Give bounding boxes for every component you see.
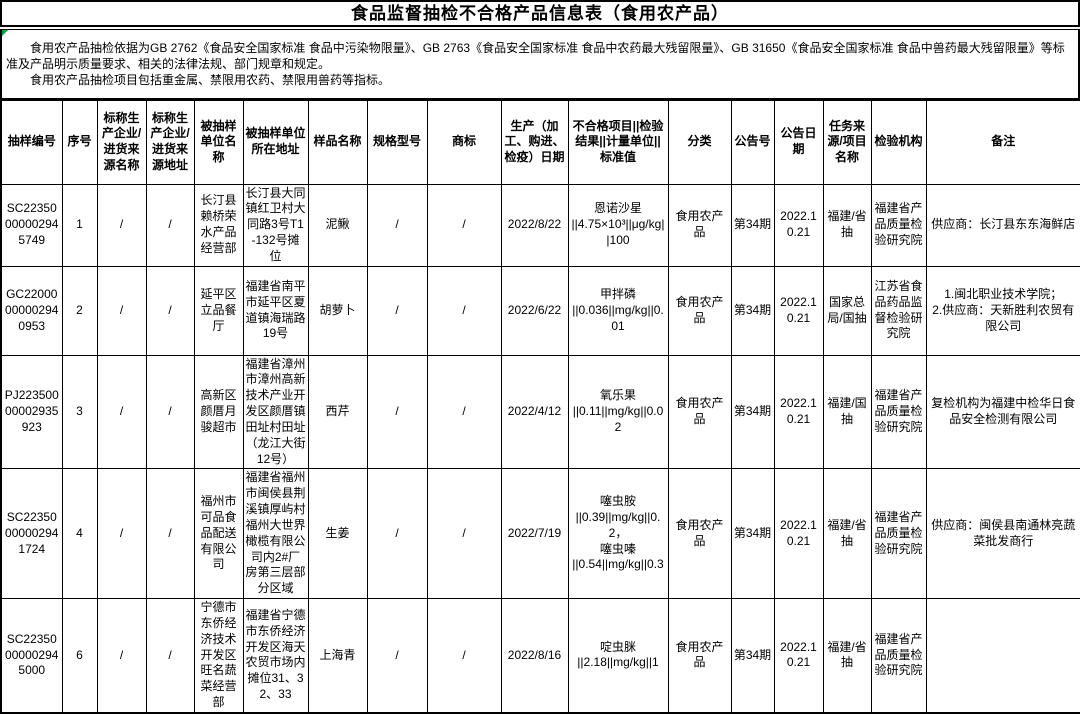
table-cell: 2022/8/22 (500, 183, 569, 267)
intro-notes: 食用农产品抽检依据为GB 2762《食品安全国家标准 食品中污染物限量》、GB … (0, 29, 1080, 99)
table-cell: / (366, 468, 428, 600)
column-header: 生产（加工、购进、检疫）日期 (500, 99, 569, 185)
table-cell: 江苏省食品药品监督检验研究院 (870, 265, 927, 356)
table-cell: / (145, 265, 195, 356)
table-header-row: 抽样编号 序号 标称生产企业/进货来源名称 标称生产企业/进货来源地址 被抽样单位名称被… (0, 99, 1080, 185)
table-cell: 长汀县大同镇红卫村大同路3号T1-132号摊位 (242, 183, 309, 267)
table-cell: / (426, 183, 502, 267)
table-row: SC22350000002941724 4// 福州市可品食品配送有限公司 福建省福州… (0, 468, 1080, 600)
column-header: 备注 (925, 99, 1080, 185)
table-cell: 福建/省抽 (822, 468, 872, 600)
table-cell: 福建省产品质量检验研究院 (870, 468, 927, 600)
table-cell: / (366, 183, 428, 267)
inspection-results-table: 抽样编号 序号 标称生产企业/进货来源名称 标称生产企业/进货来源地址 被抽样单位名称被… (0, 99, 1080, 714)
table-cell: 食用农产品 (667, 183, 732, 267)
table-cell: / (426, 468, 502, 600)
table-cell: 供应商：闽侯县南通林亮蔬菜批发商行 (925, 468, 1080, 600)
table-cell: 2022/4/12 (500, 354, 569, 470)
table-cell: 4 (61, 468, 98, 600)
table-cell: 1.闽北职业技术学院； 2.供应商：天新胜利农贸有限公司 (925, 265, 1080, 356)
table-cell: 甲拌磷 ||0.036||mg/kg||0.01 (567, 265, 669, 356)
table-cell: 福建省福州市闽侯县荆溪镇厚屿村福州大世界橄榄有限公司内2#厂房第三层部分区域 (242, 468, 309, 600)
table-cell: 第34期 (730, 183, 775, 267)
column-header: 不合格项目||检验结果||计量单位||标准值 (567, 99, 669, 185)
table-row: SC22350000002945749 1// 长汀县赖桥荣水产品经营部 长汀县大同镇… (0, 183, 1080, 267)
table-cell: 恩诺沙星 ||4.75×10³||μg/kg||100 (567, 183, 669, 267)
table-cell: / (145, 183, 195, 267)
table-cell: 第34期 (730, 468, 775, 600)
table-cell: / (96, 183, 147, 267)
table-row: GC22000000002940953 2// 延平区立品餐厅 福建省南平市延平区夏道… (0, 265, 1080, 356)
table-cell: 第34期 (730, 354, 775, 470)
table-cell: 2 (61, 265, 98, 356)
table-cell: PJ22350000002935923 (0, 354, 63, 470)
table-cell: 福建/国抽 (822, 354, 872, 470)
table-cell: 高新区颜厝月骏超市 (193, 354, 244, 470)
column-header: 被抽样单位所在地址 (242, 99, 309, 185)
table-cell: / (366, 354, 428, 470)
column-header: 商标 (426, 99, 502, 185)
column-header: 分类 (667, 99, 732, 185)
table-cell: 噻虫胺 ||0.39||mg/kg||0.2， 噻虫嗪 ||0.54||mg/k… (567, 468, 669, 600)
table-cell: / (96, 265, 147, 356)
column-header: 任务来源/项目名称 (822, 99, 872, 185)
table-cell: / (96, 468, 147, 600)
table-cell: 国家总局/国抽 (822, 265, 872, 356)
table-cell: 3 (61, 354, 98, 470)
table-cell: 福建省产品质量检验研究院 (870, 183, 927, 267)
column-header: 序号 (61, 99, 98, 185)
table-cell: / (426, 354, 502, 470)
table-cell: / (145, 468, 195, 600)
table-cell: 西芹 (307, 354, 368, 470)
table-cell: / (96, 354, 147, 470)
table-cell: 福州市可品食品配送有限公司 (193, 468, 244, 600)
column-header: 规格型号 (366, 99, 428, 185)
table-cell: / (426, 265, 502, 356)
table-cell: / (366, 265, 428, 356)
column-header: 抽样编号 (0, 99, 63, 185)
table-cell: 2022.10.21 (773, 468, 824, 600)
column-header: 标称生产企业/进货来源地址 (145, 99, 195, 185)
table-cell: SC22350000002941724 (0, 468, 63, 600)
table-cell: 2022/6/22 (500, 265, 569, 356)
table-cell: 1 (61, 183, 98, 267)
column-header: 样品名称 (307, 99, 368, 185)
table-cell: 延平区立品餐厅 (193, 265, 244, 356)
intro-paragraph-basis: 食用农产品抽检依据为GB 2762《食品安全国家标准 食品中污染物限量》、GB … (6, 41, 1065, 71)
table-cell: 2022.10.21 (773, 183, 824, 267)
table-cell: 氧乐果 ||0.11||mg/kg||0.02 (567, 354, 669, 470)
table-cell: 胡萝卜 (307, 265, 368, 356)
table-cell: GC22000000002940953 (0, 265, 63, 356)
intro-paragraph-items: 食用农产品抽检项目包括重金属、禁限用农药、禁限用兽药等指标。 (30, 73, 391, 87)
table-cell: 食用农产品 (667, 468, 732, 600)
table-cell: 泥鳅 (307, 183, 368, 267)
table-cell: 2022.10.21 (773, 265, 824, 356)
table-cell: 第34期 (730, 265, 775, 356)
table-cell: 食用农产品 (667, 265, 732, 356)
column-header: 被抽样单位名称 (193, 99, 244, 185)
column-header: 检验机构 (870, 99, 927, 185)
cell-corner-marker-icon (2, 30, 8, 36)
page-title: 食品监督抽检不合格产品信息表（食用农产品） (0, 0, 1080, 27)
table-cell: 复检机构为福建中检华日食品安全检测有限公司 (925, 354, 1080, 470)
column-header: 公告日期 (773, 99, 824, 185)
table-cell: / (145, 354, 195, 470)
table-cell: 食用农产品 (667, 354, 732, 470)
table-cell: 2022.10.21 (773, 354, 824, 470)
table-cell: 2022/7/19 (500, 468, 569, 600)
table-cell: SC22350000002945749 (0, 183, 63, 267)
table-cell: 福建省南平市延平区夏道镇海瑞路19号 (242, 265, 309, 356)
table-cell: 供应商：长汀县东东海鲜店 (925, 183, 1080, 267)
table-cell: 福建省漳州市漳州高新技术产业开发区颜厝镇田址村田址（龙江大街12号） (242, 354, 309, 470)
column-header: 标称生产企业/进货来源名称 (96, 99, 147, 185)
column-header: 公告号 (730, 99, 775, 185)
table-cell: 生姜 (307, 468, 368, 600)
table-cell: 长汀县赖桥荣水产品经营部 (193, 183, 244, 267)
table-row: PJ22350000002935923 3// 高新区颜厝月骏超市 福建省漳州市漳州高… (0, 354, 1080, 470)
table-cell: 福建省产品质量检验研究院 (870, 354, 927, 470)
table-cell: 福建/省抽 (822, 183, 872, 267)
